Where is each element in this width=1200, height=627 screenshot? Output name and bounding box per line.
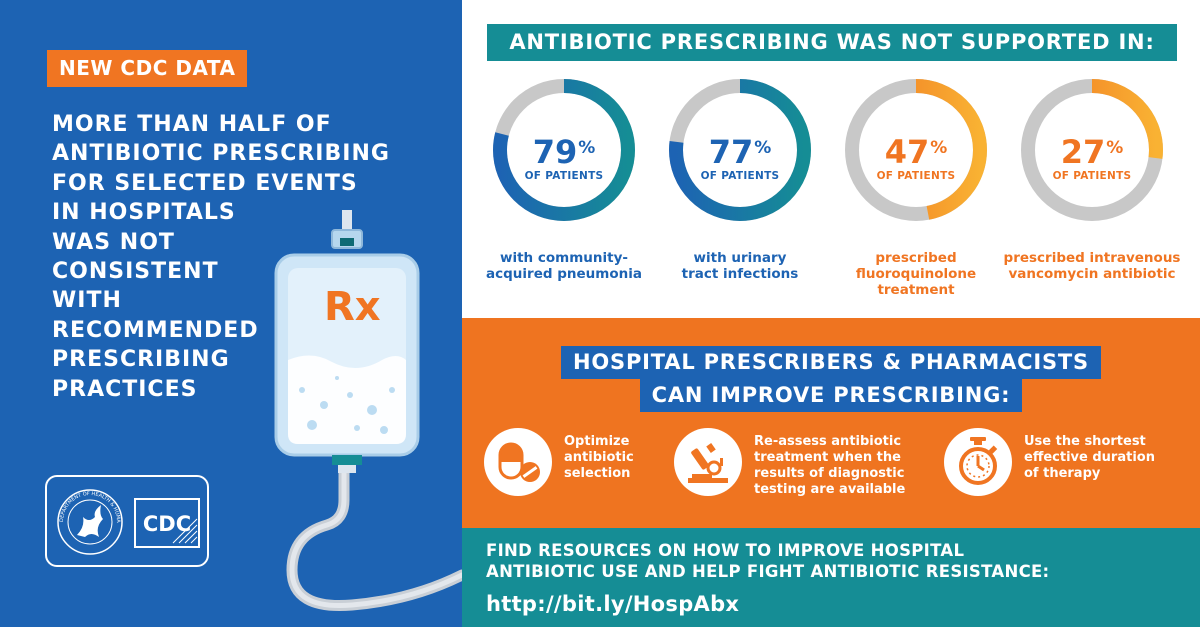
left-panel: NEW CDC DATA MORE THAN HALF OF ANTIBIOTI… [0,0,462,627]
rx-symbol: Rx [324,284,381,330]
stat-subtitle: OF PATIENTS [524,170,604,182]
stat-subtitle: OF PATIENTS [700,170,780,182]
stat-unit: % [754,138,772,158]
stat-description-line: vancomycin antibiotic [1008,266,1176,282]
new-data-badge: NEW CDC DATA [47,50,248,87]
stat-subtitle: OF PATIENTS [1052,170,1132,182]
stat-value: 79 [532,133,578,171]
footer-text: FIND RESOURCES ON HOW TO IMPROVE HOSPITA… [486,540,1049,582]
stat-percent: 77% [652,130,828,170]
resource-link[interactable]: http://bit.ly/HospAbx [486,592,740,616]
stat-description-line: acquired pneumonia [486,266,642,282]
donut-chart [1021,79,1163,221]
microscope-icon [688,443,728,483]
donut-arc [845,79,987,221]
headline-line: IN HOSPITALS [52,200,236,226]
headline: MORE THAN HALF OF ANTIBIOTIC PRESCRIBING… [52,110,412,404]
stat-description-line: with urinary [693,250,787,266]
stats-title: ANTIBIOTIC PRESCRIBING WAS NOT SUPPORTED… [487,24,1177,61]
improve-title-line: CAN IMPROVE PRESCRIBING: [639,379,1023,412]
donut-chart [493,79,635,221]
action-text: Re-assess antibiotic treatment when the … [754,434,905,498]
action-text-line: antibiotic [564,450,634,465]
donut-ring [1004,76,1180,228]
action-text-line: of therapy [1024,466,1101,481]
action-text-line: results of diagnostic [754,466,905,481]
footer-line: ANTIBIOTIC USE AND HELP FIGHT ANTIBIOTIC… [486,562,1050,581]
action-icon-circle [484,428,552,496]
action-text-line: effective duration [1024,450,1155,465]
headline-line: FOR SELECTED EVENTS [52,170,358,196]
stat-description-line: treatment [877,282,955,298]
footer-section: FIND RESOURCES ON HOW TO IMPROVE HOSPITA… [462,528,1200,627]
footer-line: FIND RESOURCES ON HOW TO IMPROVE HOSPITA… [486,541,965,560]
improve-section: HOSPITAL PRESCRIBERS & PHARMACISTS CAN I… [462,318,1200,528]
headline-line: WITH [52,288,122,314]
action-text-line: testing are available [754,482,906,497]
donut-arc [1021,79,1163,221]
donut-ring [828,76,1004,228]
stat-value: 47 [884,133,930,171]
headline-line: PRACTICES [52,376,198,402]
donut-chart [669,79,811,221]
headline-line: ANTIBIOTIC PRESCRIBING [52,141,390,167]
stat-description: with urinary tract infections [642,250,838,282]
headline-line: MORE THAN HALF OF [52,112,332,137]
donut-ring [476,76,652,228]
stat-description: prescribed fluoroquinolone treatment [818,250,1014,298]
action-icon-circle [944,428,1012,496]
stat-percent: 47% [828,130,1004,170]
action-text: Use the shortest effective duration of t… [1024,434,1155,482]
action-text-line: Optimize [564,434,630,449]
stat-description: prescribed intravenous vancomycin antibi… [994,250,1190,282]
stat-unit: % [930,138,948,158]
pill-icon [498,442,540,482]
improve-title: HOSPITAL PRESCRIBERS & PHARMACISTS CAN I… [462,346,1200,412]
stat-percent: 27% [1004,130,1180,170]
stat-unit: % [578,138,596,158]
hhs-seal-icon: DEPARTMENT OF HEALTH & HUMAN SERVICES US… [55,487,123,555]
stopwatch-icon [959,437,998,485]
cdc-logo-text: CDC [143,512,191,536]
stat-value: 27 [1060,133,1106,171]
donut-chart [845,79,987,221]
stat-description-line: with community- [500,250,628,266]
headline-line: WAS NOT [52,229,175,255]
iv-bag-illustration: Rx [274,210,462,612]
stat-description-line: prescribed [875,250,957,266]
stat-description: with community- acquired pneumonia [466,250,662,282]
action-icon-circle [674,428,742,496]
action-text-line: selection [564,466,631,481]
stat-subtitle: OF PATIENTS [876,170,956,182]
stats-section: ANTIBIOTIC PRESCRIBING WAS NOT SUPPORTED… [462,0,1200,318]
stat-description-line: fluoroquinolone [855,266,977,282]
improve-title-line: HOSPITAL PRESCRIBERS & PHARMACISTS [561,346,1101,379]
action-text-line: treatment when the [754,450,901,465]
headline-line: CONSISTENT [52,259,219,285]
headline-line: RECOMMENDED [52,317,259,343]
stat-value: 77 [708,133,754,171]
stat-description-line: prescribed intravenous [1003,250,1181,266]
donut-arc [493,79,635,221]
action-text-line: Re-assess antibiotic [754,434,902,449]
cdc-logo: CDC [134,498,200,548]
stat-description-line: tract infections [681,266,799,282]
agency-logos: DEPARTMENT OF HEALTH & HUMAN SERVICES US… [45,475,209,567]
stat-unit: % [1106,138,1124,158]
action-text: Optimize antibiotic selection [564,434,634,482]
stat-percent: 79% [476,130,652,170]
headline-line: PRESCRIBING [52,347,230,373]
donut-ring [652,76,828,228]
action-text-line: Use the shortest [1024,434,1146,449]
donut-arc [669,79,811,221]
